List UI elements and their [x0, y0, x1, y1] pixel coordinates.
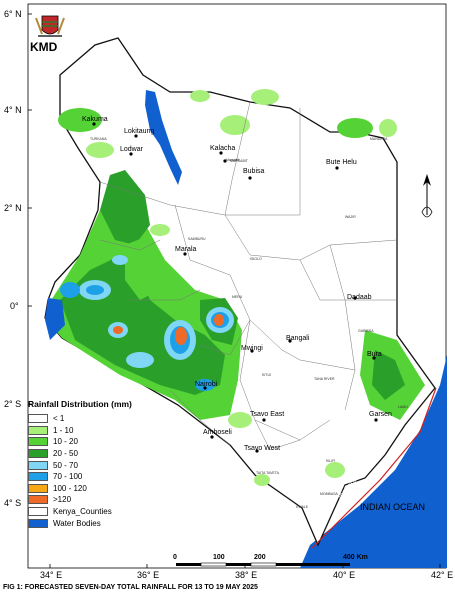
legend-swatch: [28, 472, 48, 482]
scale-tick-label: 400 Km: [343, 554, 368, 561]
place-label: Bura: [367, 351, 382, 358]
place-label: Bubisa: [243, 168, 265, 175]
place-label: Marala: [175, 246, 197, 253]
county-label: LAMU: [398, 405, 408, 409]
place-label: Bangali: [286, 335, 310, 342]
place-label: Amboseli: [203, 429, 232, 436]
legend-swatch: [28, 414, 48, 424]
county-label: TURKANA: [90, 137, 107, 141]
figure-caption: FIG 1: FORECASTED SEVEN-DAY TOTAL RAINFA…: [3, 584, 258, 591]
legend-label: 10 - 20: [53, 437, 78, 447]
county-label: WAJIR: [345, 215, 356, 219]
county-label: MANDERA: [370, 137, 388, 141]
county-label: TANA RIVER: [314, 377, 335, 381]
county-label: TAITA TAVETA: [256, 471, 280, 475]
place-label: Lokitaung: [124, 128, 154, 135]
legend-swatch: [28, 425, 48, 435]
legend-item: >120: [28, 494, 132, 506]
legend-item: 50 - 70: [28, 459, 132, 471]
rainfall-shading: [45, 89, 425, 486]
legend-label: Water Bodies: [53, 518, 101, 528]
lon-label: 42° E: [431, 570, 453, 580]
county-label: MOMBASA: [320, 492, 339, 496]
lat-label: 2° N: [4, 203, 22, 213]
indian-ocean: [300, 355, 447, 568]
county-label: KILIFI: [326, 459, 335, 463]
lat-label: 4° N: [4, 105, 22, 115]
place-label: Kakuma: [82, 116, 108, 123]
scale-tick-label: 100: [213, 554, 225, 561]
county-label: MARSABIT: [230, 159, 249, 163]
place-labels: Kakuma Lokitaung Lodwar Kalacha Marsabit…: [82, 116, 392, 452]
place-label: Tsavo West: [244, 445, 280, 452]
county-boundaries: [99, 101, 398, 451]
county-label: KWALE: [296, 505, 309, 509]
place-label: Mwingi: [241, 345, 263, 352]
legend-label: >120: [53, 495, 72, 505]
place-label: Tsavo East: [250, 411, 284, 418]
scale-tick-label: 200: [254, 554, 266, 561]
place-label: Bute Helu: [326, 159, 357, 166]
lat-label: 6° N: [4, 9, 22, 19]
place-label: Kalacha: [210, 145, 235, 152]
legend-item: < 1: [28, 413, 132, 425]
lake-victoria: [45, 298, 65, 340]
place-label: Dadaab: [347, 294, 372, 301]
place-label: Marsabit: [226, 158, 239, 162]
legend-label: 1 - 10: [53, 425, 74, 435]
place-label: Garsen: [369, 411, 392, 418]
legend-label: < 1: [53, 414, 65, 424]
latitude-labels: 6° N 4° N 2° N 0° 2° S 4° S: [4, 9, 22, 508]
place-label: Nairobi: [195, 381, 218, 388]
north-arrow-icon: [421, 174, 433, 218]
scale-tick-label: 0: [173, 554, 177, 561]
legend-swatch: [28, 449, 48, 459]
legend-item: 70 - 100: [28, 471, 132, 483]
org-name: KMD: [30, 40, 58, 54]
longitude-labels: 34° E 36° E 38° E 40° E 42° E: [40, 570, 453, 580]
kmd-emblem-icon: [35, 15, 65, 37]
county-label: ISIOLO: [250, 257, 262, 261]
legend-swatch: [28, 495, 48, 505]
place-label: Lodwar: [120, 146, 144, 153]
kenya-outline: [44, 37, 436, 547]
lon-label: 40° E: [333, 570, 355, 580]
place-markers: [92, 122, 378, 453]
legend-item: 20 - 50: [28, 448, 132, 460]
legend-item: Water Bodies: [28, 517, 132, 529]
territorial-boundary-line: [311, 387, 437, 549]
legend-label: 20 - 50: [53, 449, 78, 459]
legend-label: 70 - 100: [53, 472, 83, 482]
lat-label: 0°: [10, 301, 19, 311]
legend-swatch: [28, 437, 48, 447]
lat-label: 4° S: [4, 498, 21, 508]
county-labels: TURKANA MARSABIT MANDERA WAJIR SAMBURU I…: [90, 137, 408, 509]
legend-swatch: [28, 507, 48, 517]
legend-title: Rainfall Distribution (mm): [28, 399, 132, 409]
ocean-label: INDIAN OCEAN: [360, 502, 425, 512]
county-label: GARISSA: [358, 329, 374, 333]
lake-turkana: [145, 90, 182, 185]
legend-item: 1 - 10: [28, 425, 132, 437]
county-label: MERU: [232, 295, 243, 299]
legend-label: 100 - 120: [53, 483, 87, 493]
legend-swatch: [28, 483, 48, 493]
legend-label: Kenya_Counties: [53, 507, 112, 517]
legend-item: Kenya_Counties: [28, 506, 132, 518]
county-label: KITUI: [262, 373, 271, 377]
legend-label: 50 - 70: [53, 460, 78, 470]
lon-label: 36° E: [137, 570, 159, 580]
legend: Rainfall Distribution (mm) < 1 1 - 10 10…: [28, 399, 132, 529]
lon-label: 34° E: [40, 570, 62, 580]
lon-label: 38° E: [235, 570, 257, 580]
legend-swatch: [28, 460, 48, 470]
county-label: SAMBURU: [188, 237, 206, 241]
legend-swatch: [28, 518, 48, 528]
lat-label: 2° S: [4, 399, 21, 409]
scale-bar: 0 100 200 400 Km: [173, 554, 368, 567]
legend-item: 100 - 120: [28, 483, 132, 495]
legend-item: 10 - 20: [28, 436, 132, 448]
